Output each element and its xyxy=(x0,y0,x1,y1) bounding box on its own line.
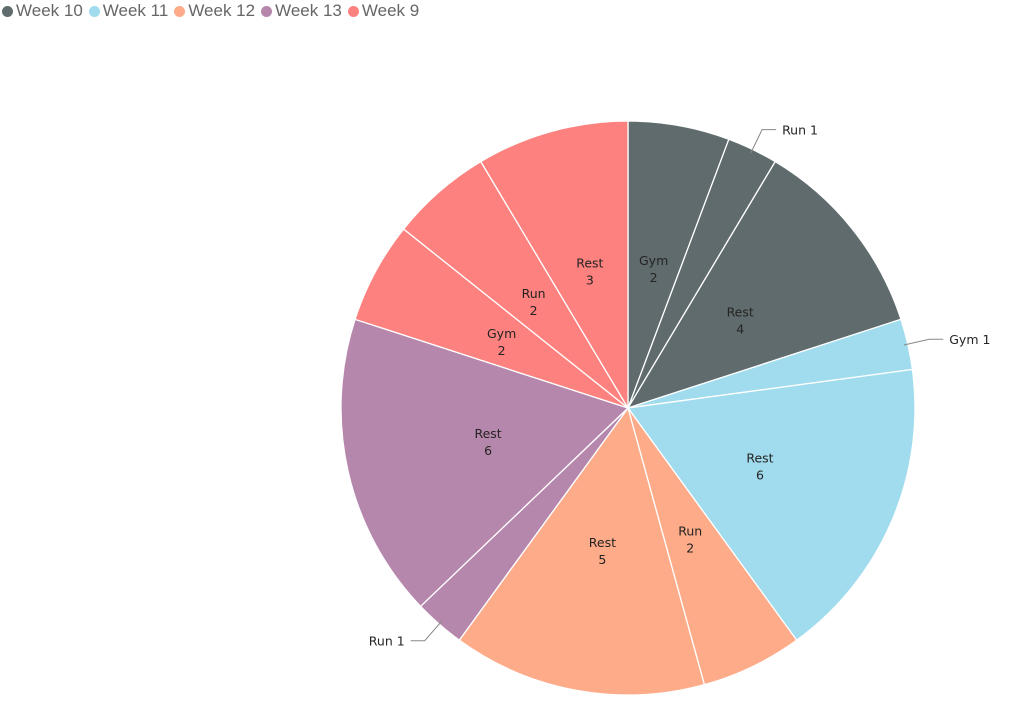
slice-value: 2 xyxy=(686,540,694,555)
slice-label: Run xyxy=(522,286,546,301)
pie-slice[interactable] xyxy=(458,406,706,696)
slice-value: 2 xyxy=(498,343,506,358)
legend-item[interactable]: Week 10 xyxy=(2,1,83,21)
legend-label: Week 9 xyxy=(361,1,420,20)
slice-value: 2 xyxy=(530,303,538,318)
legend-label: Week 10 xyxy=(16,1,83,20)
legend-label: Week 13 xyxy=(275,1,342,20)
legend-item[interactable]: Week 12 xyxy=(174,1,255,21)
slice-value: 5 xyxy=(598,552,606,567)
slice-label: Gym 1 xyxy=(949,332,990,347)
slice-label: Run 1 xyxy=(782,123,818,138)
leader-line xyxy=(750,129,777,154)
leader-line xyxy=(410,620,443,642)
slice-value: 3 xyxy=(586,273,594,288)
slice-value: 6 xyxy=(484,443,492,458)
slice-label: Rest xyxy=(589,535,616,550)
slice-label: Gym xyxy=(639,253,668,268)
slice-label: Rest xyxy=(727,305,754,320)
legend-dot-icon xyxy=(261,5,273,17)
pie-slice[interactable] xyxy=(340,318,630,608)
slice-label: Run xyxy=(678,523,702,538)
slice-value: 4 xyxy=(736,322,744,337)
legend-dot-icon xyxy=(2,5,13,17)
pie-slice[interactable] xyxy=(479,120,629,411)
leader-line xyxy=(903,338,944,346)
slice-label: Gym xyxy=(487,326,516,341)
pie-slice[interactable] xyxy=(626,160,902,410)
legend-label: Week 11 xyxy=(102,1,169,20)
slice-label: Rest xyxy=(474,426,501,441)
legend-item[interactable]: Week 11 xyxy=(88,1,169,21)
slice-label: Run 1 xyxy=(369,634,405,649)
legend-label: Week 12 xyxy=(188,1,256,20)
legend-item[interactable]: Week 13 xyxy=(261,1,342,21)
legend-dot-icon xyxy=(88,5,100,17)
legend-dot-icon xyxy=(347,5,359,17)
slice-value: 6 xyxy=(756,467,764,482)
legend-dot-icon xyxy=(174,5,186,17)
slice-label: Rest xyxy=(576,256,603,271)
pie-slice[interactable] xyxy=(626,368,916,642)
slice-value: 2 xyxy=(650,270,658,285)
legend: Week 10 Week 11 Week 12 Week 13 Week 9 xyxy=(2,1,419,21)
legend-item[interactable]: Week 9 xyxy=(347,1,420,21)
slice-label: Rest xyxy=(746,450,773,465)
